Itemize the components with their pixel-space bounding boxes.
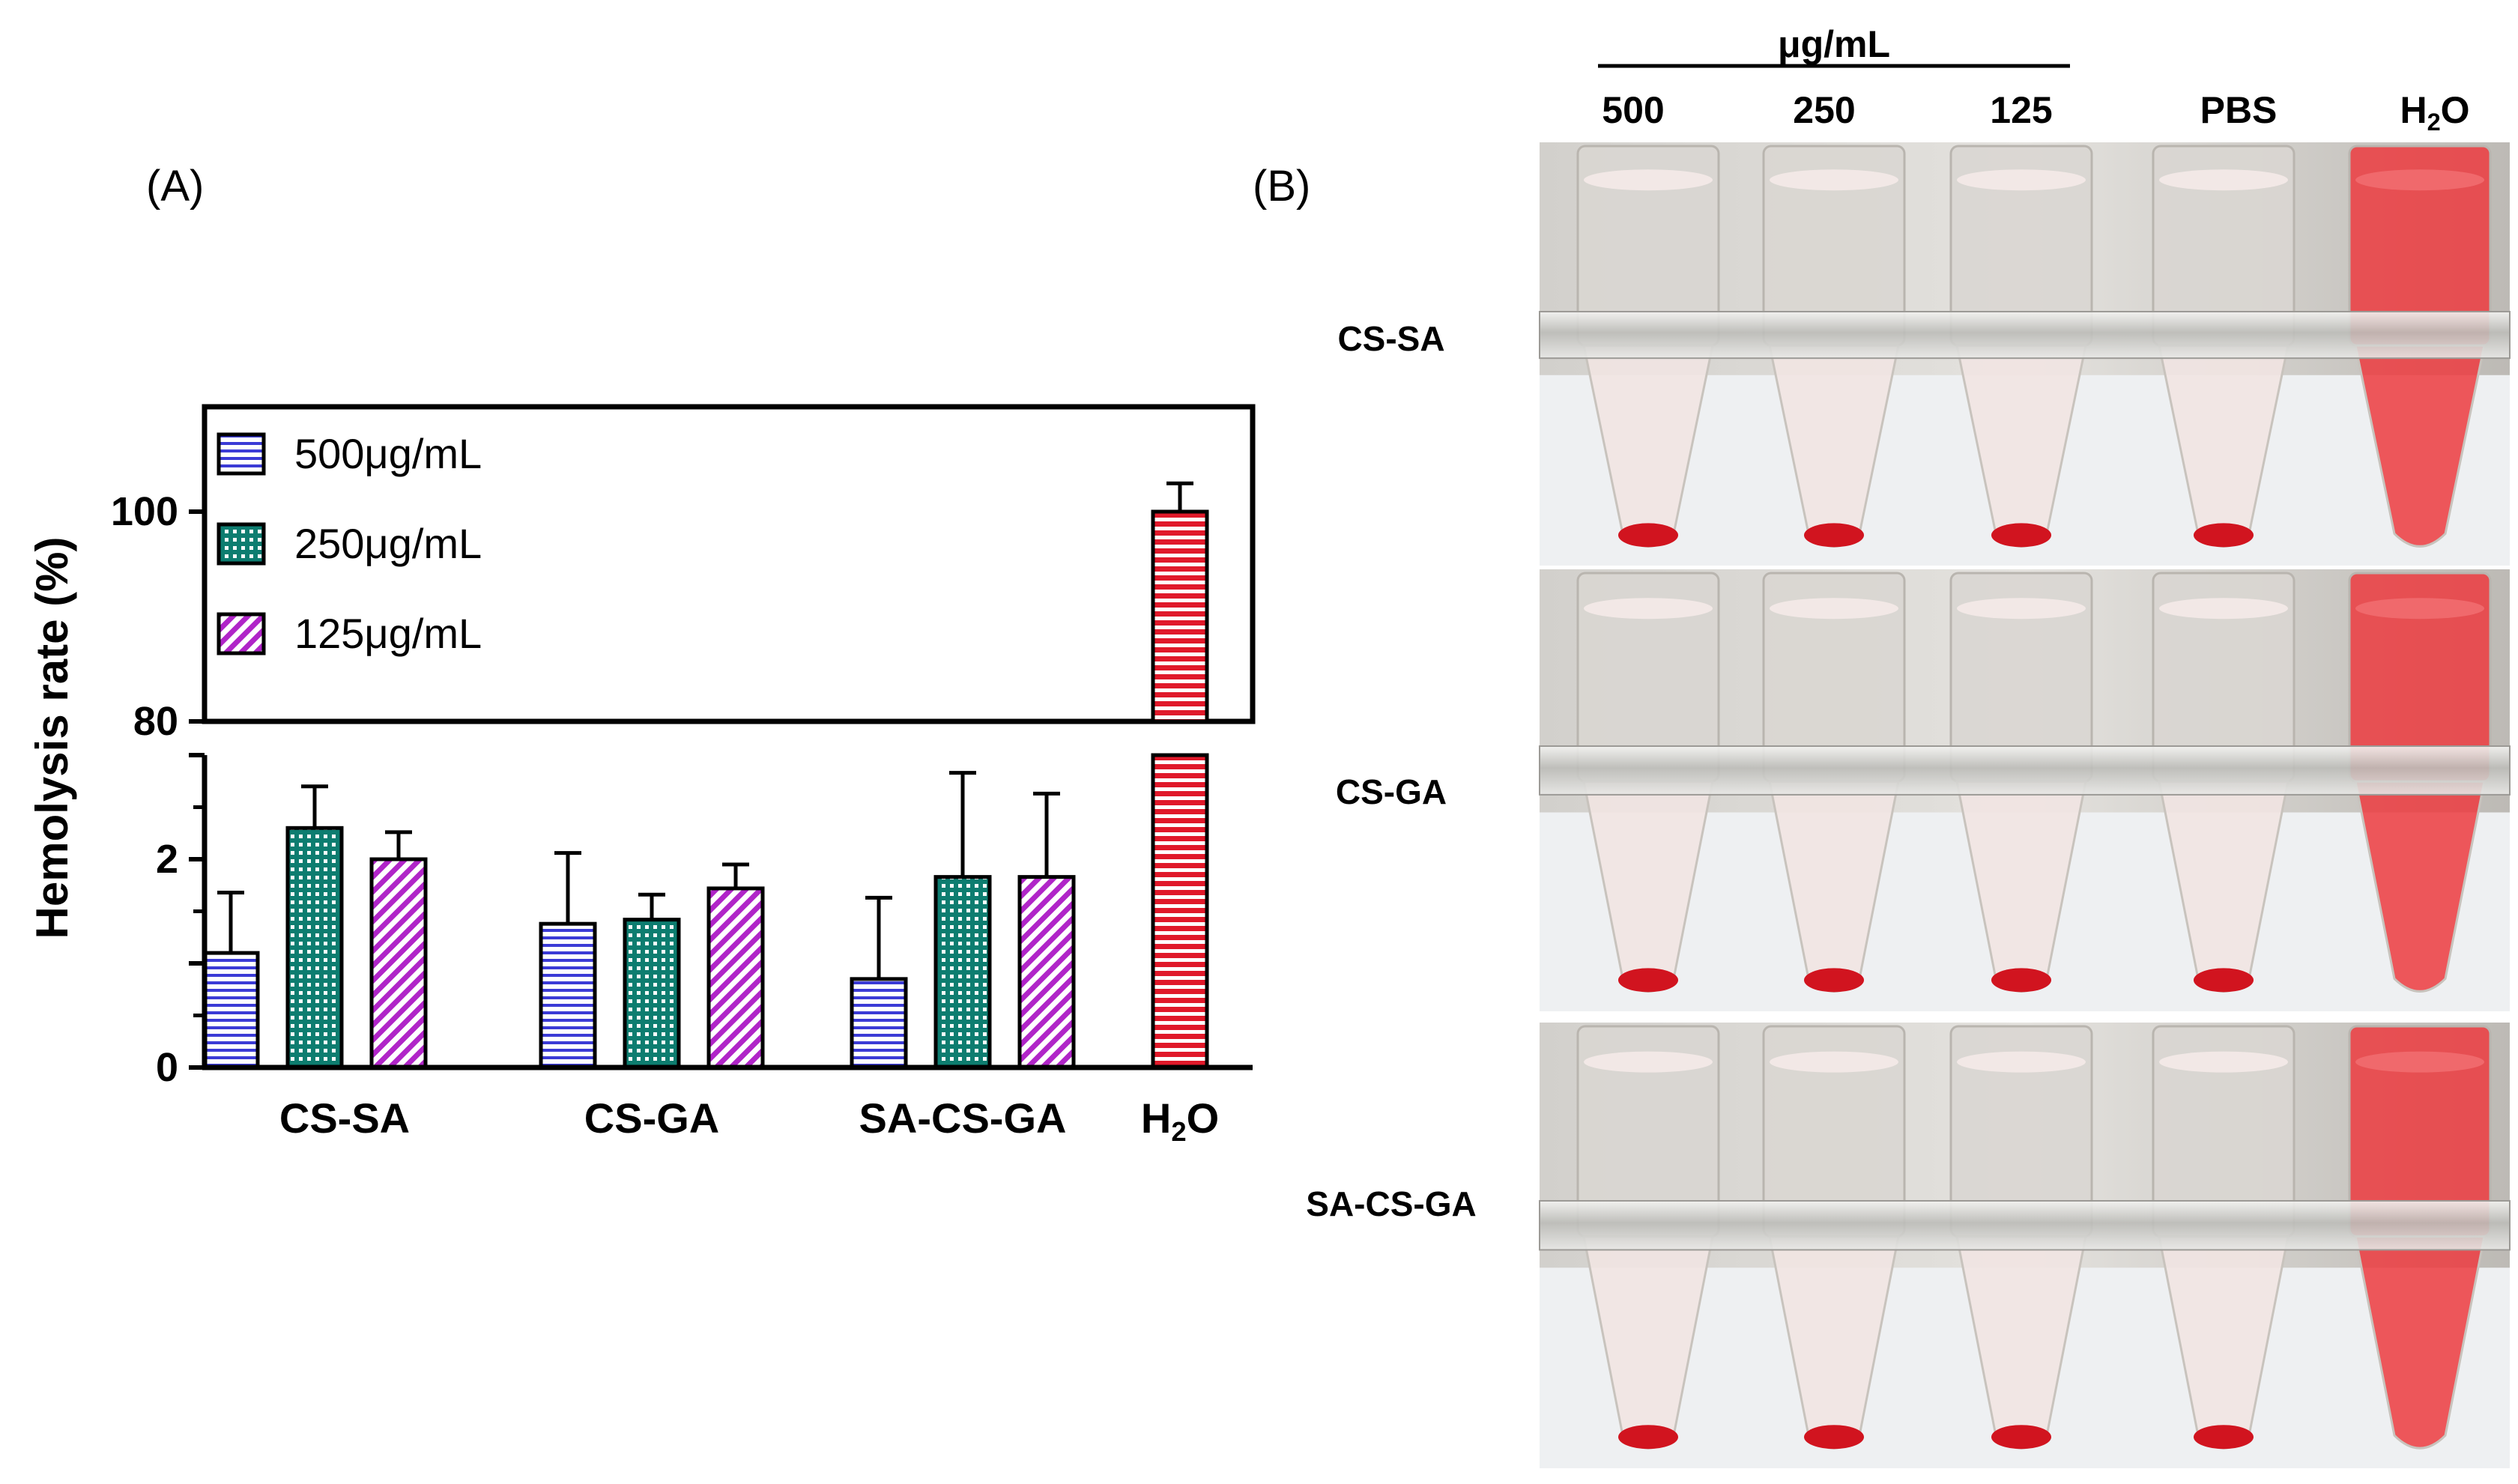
bar-cs-sa-1 [202,951,260,1070]
y-ticks-group: 0 2 80 100 [111,489,205,1090]
photo-row-label: SA-CS-GA [1306,1184,1477,1223]
photo-row-1 [1539,142,2511,566]
rbc-pellet [2194,968,2254,993]
label-tail: O [1186,1094,1220,1142]
concentration-header: μg/mL [1777,23,1891,65]
tube-meniscus [2355,598,2484,620]
bar-cs-ga-1 [539,921,597,1070]
rack-band [1539,1200,2511,1251]
label-main: H [1140,1094,1172,1142]
photo-row-label: CS-GA [1335,772,1447,811]
label-subscript: 2 [2427,108,2441,136]
tube-meniscus [2159,598,2288,620]
photo-row-label: CS-SA [1337,319,1445,358]
label-main: CS-SA [279,1094,411,1142]
y-tick-label: 100 [111,489,178,534]
bar-h2o-lower [1151,753,1209,1070]
rbc-pellet [1991,968,2051,993]
label-tail: O [2440,89,2470,131]
tube-meniscus [1770,1051,1898,1073]
label-main: 250 [1793,89,1856,131]
panel-a-label: (A) [146,162,205,211]
tube-meniscus [2355,1051,2484,1073]
tube-meniscus [1770,169,1898,191]
tube-meniscus [2355,169,2484,191]
x-category-label: H2O [1140,1094,1220,1147]
bar-cs-sa-3 [369,857,428,1070]
x-category-label: CS-SA [279,1094,410,1142]
bar-sa-cs-ga-3 [1017,875,1076,1070]
legend-label-1: 500μg/mL [294,430,482,477]
bar-cs-sa-2 [285,826,344,1070]
legend-label-2: 250μg/mL [294,520,482,567]
bar-cs-ga-3 [706,886,765,1070]
rbc-pellet [1618,968,1678,993]
rbc-pellet [1991,523,2051,548]
panel-b-label: (B) [1253,162,1311,211]
y-tick-label: 0 [156,1045,178,1090]
label-subscript: 2 [1171,1115,1187,1147]
legend-swatch-1 [217,432,266,476]
tube-meniscus [1584,598,1713,620]
rbc-pellet [1618,1425,1678,1450]
tube-tip-5 [2354,1235,2486,1450]
tube-tip-5 [2354,344,2486,548]
legend-swatch-3 [217,612,266,655]
tube-meniscus [2159,1051,2288,1073]
photo-column-label: 125 [1990,88,2052,132]
tube-meniscus [2159,169,2288,191]
hemolysis-bar-chart: 0 2 80 100 500μg/mL 250μg/mL 125μg/mL Hemolys… [27,404,1256,1090]
x-category-label: CS-GA [584,1094,719,1142]
bar-sa-cs-ga-1 [850,977,908,1070]
y-tick-label: 80 [133,699,178,744]
rack-band [1539,745,2511,796]
rack-band [1539,311,2511,360]
photo-column-label: H2O [2400,88,2470,136]
rbc-pellet [1618,523,1678,548]
rbc-pellet [1991,1425,2051,1450]
plot-frame-upper [202,404,1256,724]
label-main: 125 [1990,89,2053,131]
error-bars-group [217,481,1193,979]
photo-column-label: PBS [2200,88,2278,132]
tube-meniscus [1957,169,2086,191]
photo-row-2 [1539,569,2511,1011]
tube-meniscus [1957,1051,2086,1073]
label-main: SA-CS-GA [859,1094,1067,1142]
tube-meniscus [1584,1051,1713,1073]
y-tick-label: 2 [156,837,178,882]
y-axis-title: Hemolysis rate (%) [27,537,77,939]
label-main: CS-GA [584,1094,720,1142]
legend: 500μg/mL 250μg/mL 125μg/mL [217,430,482,657]
photo-row-3 [1539,1023,2511,1468]
legend-swatch-2 [217,522,266,566]
rbc-pellet [2194,523,2254,548]
tube-tip-5 [2354,780,2486,993]
hemolysis-tube-photo [1539,142,2511,1468]
label-main: PBS [2200,89,2278,131]
bar-cs-ga-2 [623,918,681,1070]
bars-group [202,509,1209,1070]
rbc-pellet [2194,1425,2254,1450]
label-main: H [2400,89,2427,131]
tube-meniscus [1584,169,1713,191]
photo-column-label: 250 [1793,88,1855,132]
bar-h2o-upper [1151,509,1209,724]
rbc-pellet [1804,1425,1864,1450]
tube-meniscus [1957,598,2086,620]
rbc-pellet [1804,968,1864,993]
label-main: 500 [1602,89,1665,131]
rbc-pellet [1804,523,1864,548]
photo-column-label: 500 [1602,88,1664,132]
legend-label-3: 125μg/mL [294,610,482,657]
x-category-label: SA-CS-GA [859,1094,1067,1142]
bar-sa-cs-ga-2 [933,875,992,1070]
tube-meniscus [1770,598,1898,620]
